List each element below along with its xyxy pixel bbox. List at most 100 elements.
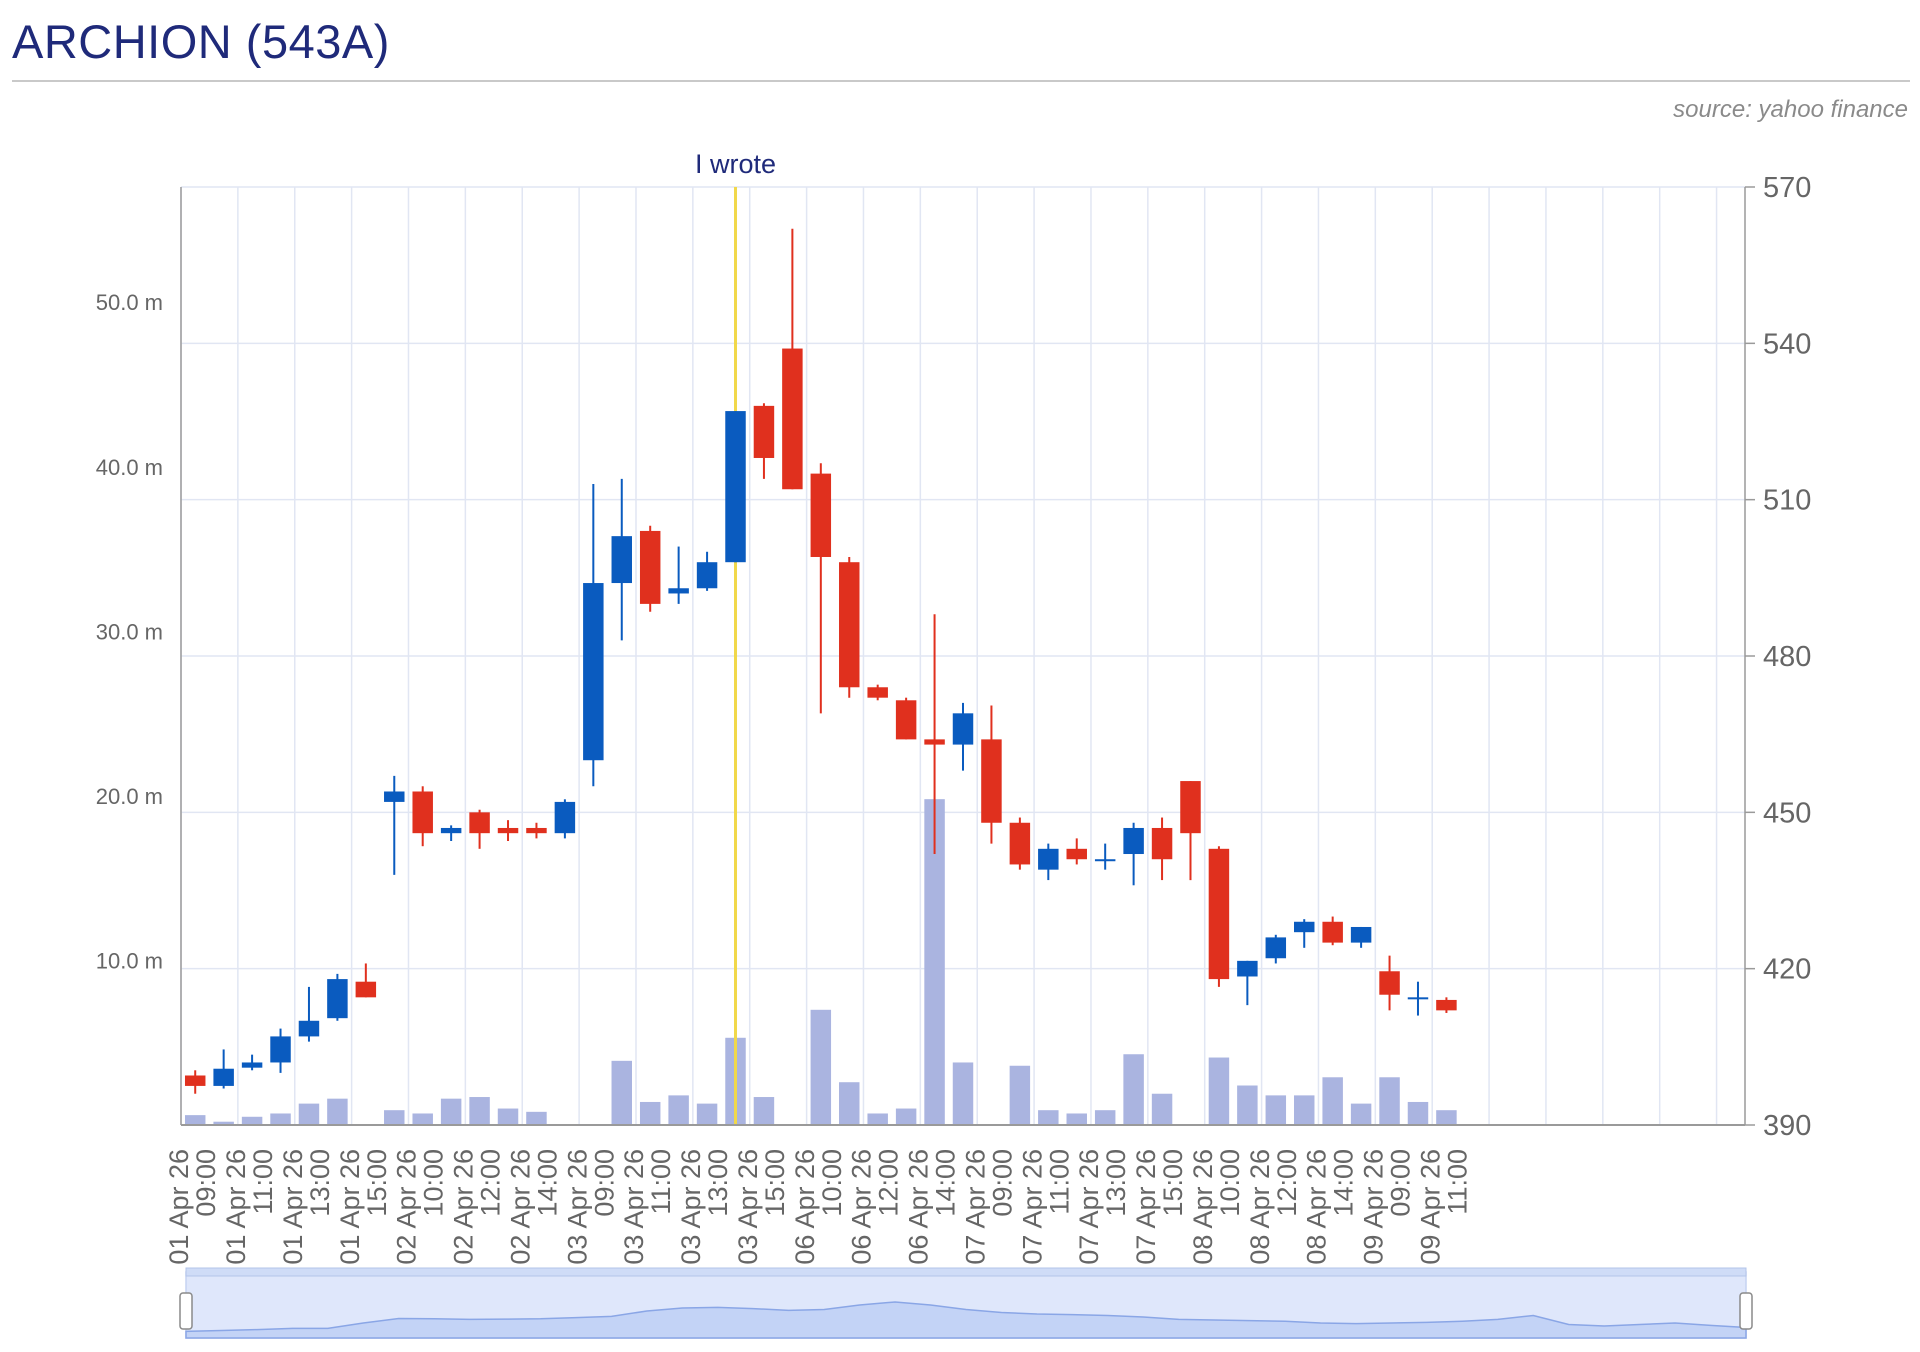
- volume-bar: [270, 1113, 291, 1125]
- x-tick-time: 12:00: [874, 1149, 904, 1217]
- volume-bar: [497, 1108, 519, 1125]
- candle-body: [725, 411, 746, 563]
- volume-bar: [469, 1097, 490, 1125]
- navigator-right-handle[interactable]: [1739, 1292, 1753, 1330]
- volume-bar: [1379, 1077, 1400, 1125]
- candle-body: [298, 1020, 320, 1037]
- volume-bar: [1237, 1085, 1258, 1125]
- candle-body: [639, 530, 661, 604]
- x-tick-time: 14:00: [931, 1149, 961, 1217]
- volume-bar: [327, 1098, 348, 1125]
- candle-body: [1009, 822, 1031, 865]
- volume-bar: [696, 1103, 718, 1125]
- x-tick-time: 11:00: [248, 1149, 278, 1215]
- candle-body: [1237, 960, 1258, 977]
- candle-body: [1208, 848, 1230, 980]
- x-tick-date: 01 Apr 26: [221, 1149, 251, 1265]
- x-tick-date: 02 Apr 26: [505, 1149, 535, 1265]
- candle-body: [867, 687, 888, 698]
- x-tick-date: 03 Apr 26: [733, 1149, 763, 1265]
- x-tick-date: 06 Apr 26: [904, 1149, 934, 1265]
- volume-bar: [1436, 1110, 1457, 1125]
- candle-body: [1407, 997, 1429, 1000]
- volume-bars: [184, 799, 1457, 1125]
- price-tick-label: 480: [1763, 641, 1811, 673]
- volume-bar: [952, 1062, 974, 1125]
- candle-body: [1436, 999, 1457, 1011]
- volume-bar: [924, 799, 945, 1125]
- volume-bar: [639, 1101, 661, 1125]
- grid-layer: [180, 186, 1745, 1126]
- navigator-scrollbar: [185, 1267, 1747, 1277]
- volume-bar: [1094, 1110, 1116, 1125]
- x-tick-time: 11:00: [1442, 1149, 1472, 1215]
- candle-body: [924, 739, 945, 745]
- candle-body: [782, 348, 803, 490]
- x-tick-date: 03 Apr 26: [562, 1149, 592, 1265]
- volume-bar: [611, 1060, 633, 1125]
- candle-body: [184, 1075, 206, 1086]
- x-tick-date: 09 Apr 26: [1415, 1149, 1445, 1265]
- candle-body: [440, 827, 462, 834]
- price-tick-label: 570: [1763, 172, 1811, 204]
- x-tick-time: 15:00: [1158, 1149, 1188, 1217]
- price-tick-label: 450: [1763, 797, 1811, 829]
- volume-bar: [1350, 1103, 1372, 1125]
- candle-body: [1066, 848, 1087, 860]
- candle-body: [753, 405, 775, 458]
- x-tick-time: 13:00: [1101, 1149, 1131, 1217]
- source-note: source: yahoo finance: [1673, 96, 1908, 123]
- x-tick-time: 09:00: [191, 1149, 221, 1217]
- candle-body: [355, 981, 377, 998]
- x-tick-date: 07 Apr 26: [1131, 1149, 1161, 1265]
- x-tick-date: 09 Apr 26: [1359, 1149, 1389, 1265]
- candle-body: [1123, 827, 1144, 855]
- x-tick-time: 15:00: [760, 1149, 790, 1217]
- volume-bar: [412, 1113, 433, 1125]
- volume-bar: [213, 1121, 234, 1125]
- candle-body: [1094, 859, 1116, 862]
- volume-bar: [526, 1111, 547, 1125]
- x-tick-time: 09:00: [987, 1149, 1017, 1217]
- x-tick-date: 08 Apr 26: [1188, 1149, 1218, 1265]
- candle-body: [839, 562, 860, 688]
- x-tick-date: 07 Apr 26: [1074, 1149, 1104, 1265]
- volume-bar: [1066, 1113, 1087, 1125]
- navigator[interactable]: [179, 1267, 1753, 1339]
- volume-tick-label: 20.0 m: [96, 784, 163, 809]
- price-tick-label: 390: [1763, 1110, 1811, 1142]
- volume-bar: [753, 1097, 775, 1125]
- x-tick-time: 14:00: [1329, 1149, 1359, 1217]
- candle-body: [810, 473, 832, 557]
- candle-body: [1293, 921, 1315, 933]
- volume-bar: [1038, 1110, 1059, 1125]
- volume-bar: [1123, 1054, 1144, 1125]
- x-tick-date: 07 Apr 26: [960, 1149, 990, 1265]
- volume-bar: [668, 1095, 689, 1125]
- x-tick-date: 03 Apr 26: [619, 1149, 649, 1265]
- candle-body: [327, 979, 348, 1019]
- navigator-left-handle[interactable]: [179, 1292, 193, 1330]
- axes: 390 420 450 480 510 540 570 10.0 m 20.0 m 30.0 m 4…: [96, 172, 1812, 1265]
- volume-tick-label: 40.0 m: [96, 455, 163, 480]
- x-tick-date: 01 Apr 26: [164, 1149, 194, 1265]
- x-tick-time: 12:00: [476, 1149, 506, 1217]
- volume-bar: [1009, 1065, 1031, 1125]
- candle-body: [668, 588, 689, 594]
- volume-bar: [241, 1116, 263, 1125]
- x-tick-date: 07 Apr 26: [1017, 1149, 1047, 1265]
- volume-bar: [867, 1113, 888, 1125]
